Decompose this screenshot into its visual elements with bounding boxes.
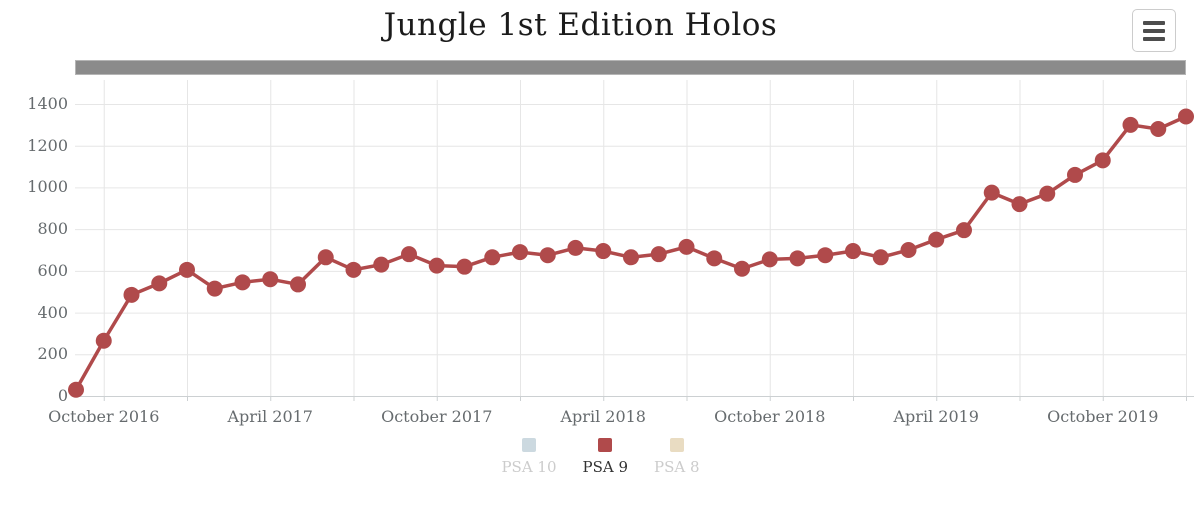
x-axis-label: October 2019 [1047, 407, 1159, 426]
legend-swatch-icon [598, 438, 613, 452]
x-axis-label: October 2017 [381, 407, 493, 426]
data-point-marker[interactable] [1039, 185, 1056, 202]
data-point-marker[interactable] [373, 256, 390, 273]
legend-item-psa-8[interactable]: PSA 8 [654, 438, 700, 476]
legend-item-psa-9[interactable]: PSA 9 [582, 438, 629, 476]
data-point-marker[interactable] [900, 242, 917, 258]
x-axis-label: April 2019 [893, 407, 979, 426]
data-point-marker[interactable] [789, 250, 806, 267]
legend-label: PSA 9 [582, 458, 629, 476]
data-point-marker[interactable] [539, 247, 556, 264]
data-point-marker[interactable] [456, 258, 473, 275]
data-point-marker[interactable] [1067, 166, 1083, 183]
x-axis-label: October 2016 [48, 407, 160, 426]
data-point-marker[interactable] [817, 247, 834, 264]
data-point-marker[interactable] [68, 381, 84, 398]
data-point-marker[interactable] [262, 271, 279, 288]
data-point-marker[interactable] [401, 246, 417, 263]
legend-label: PSA 10 [501, 458, 557, 476]
data-point-marker[interactable] [1011, 196, 1028, 213]
export-menu-button[interactable] [1132, 9, 1176, 52]
data-point-marker[interactable] [983, 184, 1000, 201]
legend-swatch-icon [521, 438, 536, 452]
data-point-marker[interactable] [317, 249, 334, 266]
y-axis-label: 600 [37, 260, 68, 280]
data-point-marker[interactable] [123, 286, 140, 303]
legend-swatch-icon [669, 438, 684, 452]
data-point-marker[interactable] [95, 332, 112, 349]
data-point-marker[interactable] [845, 243, 861, 260]
data-point-marker[interactable] [512, 244, 528, 261]
y-axis-label: 800 [37, 219, 68, 239]
data-point-marker[interactable] [1178, 108, 1194, 125]
legend-item-psa-10[interactable]: PSA 10 [501, 438, 557, 476]
y-axis-label: 1000 [27, 177, 68, 197]
y-axis-label: 1400 [27, 94, 68, 113]
data-point-marker[interactable] [595, 243, 612, 260]
data-point-marker[interactable] [234, 274, 251, 291]
chart-scrollbar[interactable] [75, 60, 1186, 75]
x-axis-label: April 2017 [227, 407, 313, 426]
y-axis-label: 1200 [27, 135, 68, 155]
data-point-marker[interactable] [1094, 152, 1111, 169]
data-point-marker[interactable] [678, 238, 695, 255]
y-axis-label: 0 [57, 386, 68, 405]
data-point-marker[interactable] [345, 261, 362, 278]
data-point-marker[interactable] [206, 280, 223, 297]
data-point-marker[interactable] [928, 231, 945, 248]
chart-title: Jungle 1st Edition Holos [383, 7, 778, 43]
data-point-marker[interactable] [567, 239, 584, 256]
y-axis-label: 200 [37, 344, 68, 364]
data-point-marker[interactable] [1122, 116, 1139, 133]
data-point-marker[interactable] [1150, 121, 1167, 138]
data-point-marker[interactable] [872, 249, 889, 266]
data-point-marker[interactable] [151, 275, 168, 292]
data-point-marker[interactable] [956, 222, 972, 239]
y-axis-label: 400 [37, 302, 68, 322]
data-point-marker[interactable] [290, 276, 306, 293]
legend-label: PSA 8 [654, 458, 700, 476]
data-point-marker[interactable] [650, 246, 667, 263]
x-axis-label: October 2018 [714, 407, 826, 426]
data-point-marker[interactable] [706, 250, 723, 267]
data-point-marker[interactable] [761, 251, 778, 268]
data-point-marker[interactable] [484, 249, 501, 266]
chart-legend: PSA 10 PSA 9 PSA 8 [0, 438, 1201, 476]
data-point-marker[interactable] [428, 257, 445, 274]
data-point-marker[interactable] [623, 249, 639, 266]
data-point-marker[interactable] [179, 261, 195, 278]
data-point-marker[interactable] [734, 260, 750, 277]
x-axis-label: April 2018 [560, 407, 646, 426]
